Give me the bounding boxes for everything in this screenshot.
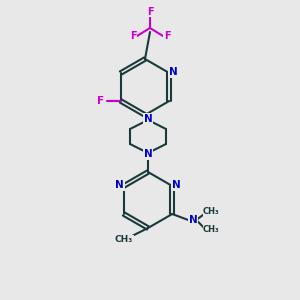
Text: F: F bbox=[130, 31, 136, 41]
Text: N: N bbox=[116, 180, 124, 190]
Text: F: F bbox=[97, 96, 104, 106]
Text: N: N bbox=[172, 180, 181, 190]
Text: N: N bbox=[189, 215, 198, 225]
Text: N: N bbox=[144, 149, 152, 159]
Text: N: N bbox=[169, 67, 178, 77]
Text: N: N bbox=[144, 114, 152, 124]
Text: F: F bbox=[147, 7, 153, 17]
Text: CH₃: CH₃ bbox=[203, 208, 220, 217]
Text: F: F bbox=[164, 31, 170, 41]
Text: CH₃: CH₃ bbox=[203, 226, 220, 235]
Text: CH₃: CH₃ bbox=[115, 236, 133, 244]
